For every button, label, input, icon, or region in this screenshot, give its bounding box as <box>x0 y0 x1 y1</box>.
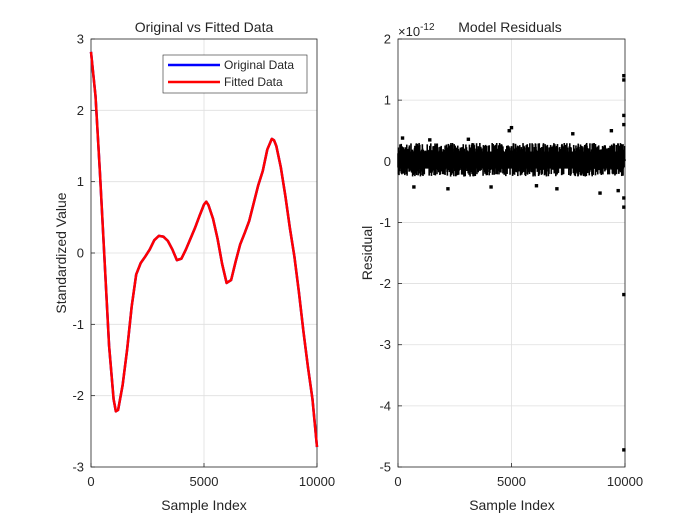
residual-point <box>446 187 450 191</box>
residual-point <box>622 122 626 127</box>
residual-point <box>622 205 626 209</box>
right-title: Model Residuals <box>458 19 562 35</box>
residual-point <box>622 292 626 297</box>
legend-box <box>162 54 308 94</box>
left-ylabel: Standardized Value <box>53 192 69 313</box>
residual-point <box>466 137 471 141</box>
residual-point <box>622 78 626 82</box>
left-ytick-label: -2 <box>72 388 84 403</box>
residual-point <box>616 188 620 193</box>
legend-label-fitted: Fitted Data <box>224 75 283 89</box>
multiplier-exponent: -12 <box>420 22 435 33</box>
right-ytick-label: -2 <box>379 276 391 291</box>
residual-point <box>555 187 559 191</box>
residual-point <box>412 185 416 189</box>
residual-point <box>622 73 626 78</box>
right-ylabel: Residual <box>359 226 375 280</box>
residual-points <box>400 73 626 452</box>
multiplier-base: ×10 <box>398 24 420 39</box>
residual-point <box>534 184 539 188</box>
residual-point <box>509 125 514 130</box>
left-axes: 0 5000 10000 -3 -2 -1 0 1 2 3 Original vs Fitted … <box>53 19 335 513</box>
left-ytick-label: 1 <box>77 174 84 189</box>
residual-band-core <box>399 151 624 169</box>
residual-point <box>400 136 405 140</box>
left-ytick-label: 0 <box>77 246 84 261</box>
right-ytick-label: -1 <box>379 215 391 230</box>
right-ytick-label: 1 <box>384 93 391 108</box>
left-xtick-label: 5000 <box>190 474 219 489</box>
residual-point <box>622 113 626 118</box>
residual-point <box>598 191 602 195</box>
residual-point <box>622 196 626 200</box>
right-ytick-label: -5 <box>379 460 391 475</box>
right-ytick-label: -3 <box>379 337 391 352</box>
residual-point <box>428 138 432 142</box>
left-xtick-label: 10000 <box>299 474 335 489</box>
right-ytick-label: 2 <box>384 32 391 47</box>
left-ticks: 0 5000 10000 -3 -2 -1 0 1 2 3 <box>72 32 335 490</box>
residual-point <box>507 129 511 133</box>
right-ticks: 0 5000 10000 -5 -4 -3 -2 -1 0 1 2 <box>379 32 643 490</box>
residual-band <box>397 142 626 177</box>
right-xtick-label: 10000 <box>607 474 643 489</box>
left-ytick-label: -1 <box>72 317 84 332</box>
right-ytick-label: 0 <box>384 154 391 169</box>
exponent-multiplier: ×10-12 <box>398 22 435 39</box>
right-ytick-label: -4 <box>379 398 391 413</box>
residual-point <box>571 132 575 136</box>
left-ytick-label: -3 <box>72 460 84 475</box>
legend-label-original: Original Data <box>224 58 294 72</box>
residual-point <box>489 185 493 189</box>
right-xtick-label: 5000 <box>497 474 526 489</box>
right-xlabel: Sample Index <box>469 497 555 513</box>
legend: Original Data Fitted Data <box>162 54 308 94</box>
left-xlabel: Sample Index <box>161 497 247 513</box>
left-series <box>89 51 319 448</box>
left-xtick-label: 0 <box>87 474 94 489</box>
series-fitted-line <box>89 51 319 448</box>
left-ytick-label: 2 <box>77 103 84 118</box>
residual-point <box>609 129 614 133</box>
residual-point <box>622 448 626 452</box>
right-xtick-label: 0 <box>394 474 401 489</box>
left-title: Original vs Fitted Data <box>135 19 274 35</box>
left-ytick-label: 3 <box>77 32 84 47</box>
